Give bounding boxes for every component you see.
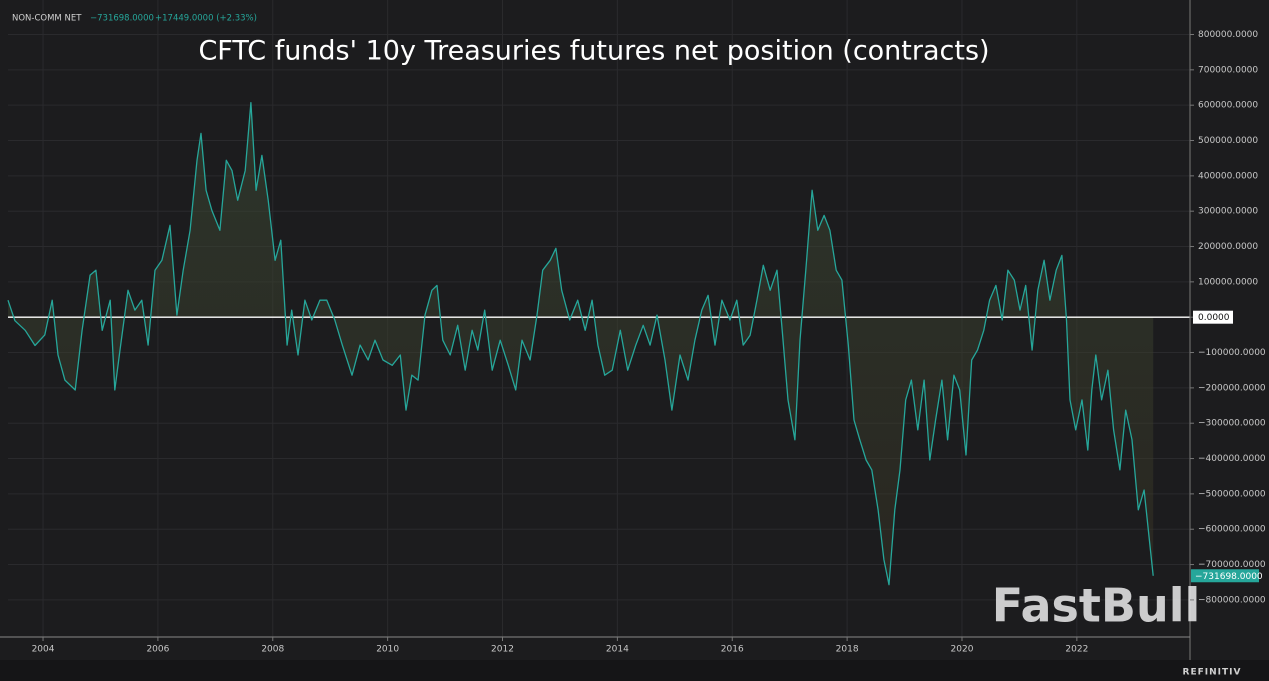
- y-tick-label: −400000.0000: [1198, 454, 1266, 464]
- x-tick-label: 2004: [32, 645, 55, 655]
- x-tick-label: 2006: [146, 645, 169, 655]
- last-value-box: [1191, 569, 1259, 583]
- last-value-label: −731698.0000: [1195, 572, 1263, 582]
- footer-brand: REFINITIV: [1183, 668, 1242, 678]
- footer-bar: [0, 660, 1269, 681]
- y-tick-label: 300000.0000: [1198, 207, 1258, 217]
- last-value: −731698.0000: [90, 14, 154, 24]
- x-tick-label: 2008: [261, 645, 284, 655]
- y-tick-label: 600000.0000: [1198, 101, 1258, 111]
- x-tick-label: 2012: [491, 645, 514, 655]
- x-tick-label: 2014: [606, 645, 629, 655]
- y-tick-label: −300000.0000: [1198, 419, 1266, 429]
- y-tick-label: 800000.0000: [1198, 30, 1258, 40]
- y-tick-label: 500000.0000: [1198, 136, 1258, 146]
- y-tick-label: 400000.0000: [1198, 171, 1258, 181]
- x-tick-label: 2016: [721, 645, 744, 655]
- y-tick-label: −200000.0000: [1198, 383, 1266, 393]
- x-tick-label: 2022: [1065, 645, 1088, 655]
- change-value: +17449.0000 (+2.33%): [155, 14, 257, 24]
- y-tick-label: 200000.0000: [1198, 242, 1258, 252]
- y-tick-label: −500000.0000: [1198, 489, 1266, 499]
- y-tick-label: −800000.0000: [1198, 595, 1266, 605]
- chart-title: CFTC funds' 10y Treasuries futures net p…: [198, 36, 989, 67]
- y-tick-label: −700000.0000: [1198, 560, 1266, 570]
- y-tick-label: 0.0000: [1198, 313, 1230, 323]
- y-tick-label: 100000.0000: [1198, 277, 1258, 287]
- series-name: NON-COMM NET: [12, 14, 82, 24]
- y-tick-label: −100000.0000: [1198, 348, 1266, 358]
- x-tick-label: 2010: [376, 645, 399, 655]
- y-tick-label: −600000.0000: [1198, 525, 1266, 535]
- watermark: FastBull: [992, 579, 1200, 633]
- data-line: [7, 102, 1154, 586]
- x-tick-label: 2018: [836, 645, 859, 655]
- y-tick-label: 700000.0000: [1198, 65, 1258, 75]
- zero-label-box: [1193, 310, 1233, 324]
- x-tick-label: 2020: [951, 645, 974, 655]
- area-fill: [8, 102, 1154, 585]
